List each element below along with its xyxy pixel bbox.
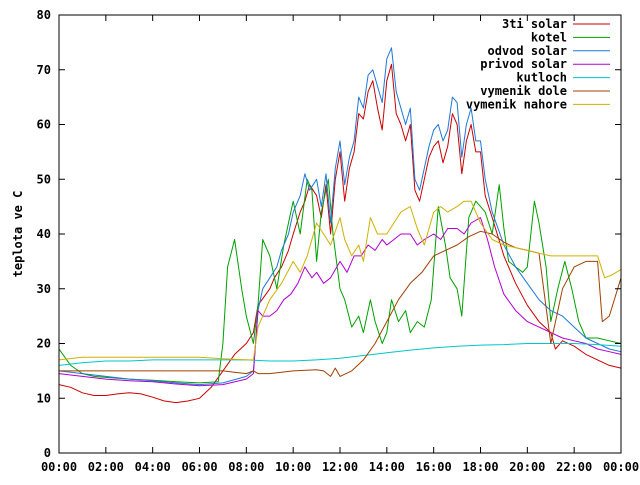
x-tick-label: 04:00 <box>135 460 171 474</box>
y-tick-label: 60 <box>37 118 51 132</box>
x-tick-label: 00:00 <box>41 460 77 474</box>
legend-label: odvod solar <box>488 44 567 58</box>
y-tick-label: 10 <box>37 391 51 405</box>
series-line-7 <box>58 200 622 361</box>
series-line-2 <box>58 178 622 384</box>
legend-label: kotel <box>531 30 567 44</box>
legend-label: vymenik dole <box>480 84 567 98</box>
x-tick-label: 16:00 <box>416 460 452 474</box>
x-tick-label: 14:00 <box>369 460 405 474</box>
y-tick-label: 80 <box>37 8 51 22</box>
series-line-6 <box>59 230 622 377</box>
legend-label: 3ti solar <box>502 17 567 31</box>
series-line-3 <box>58 47 622 386</box>
y-tick-label: 30 <box>37 282 51 296</box>
y-tick-label: 0 <box>44 446 51 460</box>
x-tick-label: 00:00 <box>603 460 639 474</box>
x-tick-label: 08:00 <box>228 460 264 474</box>
legend-label: privod solar <box>480 57 567 71</box>
legend-label: kutloch <box>516 71 567 85</box>
series-line-4 <box>58 217 622 387</box>
x-tick-label: 02:00 <box>88 460 124 474</box>
y-tick-label: 40 <box>37 227 51 241</box>
x-tick-label: 20:00 <box>509 460 545 474</box>
y-tick-label: 50 <box>37 172 51 186</box>
series-line-1 <box>58 63 622 404</box>
x-tick-label: 22:00 <box>556 460 592 474</box>
x-tick-label: 12:00 <box>322 460 358 474</box>
x-tick-label: 06:00 <box>181 460 217 474</box>
y-axis-label: teplota ve C <box>11 191 25 278</box>
y-tick-label: 70 <box>37 63 51 77</box>
x-tick-label: 10:00 <box>275 460 311 474</box>
legend-label: vymenik nahore <box>466 97 567 111</box>
x-tick-label: 18:00 <box>462 460 498 474</box>
series-line-5 <box>58 343 622 366</box>
y-tick-label: 20 <box>37 337 51 351</box>
